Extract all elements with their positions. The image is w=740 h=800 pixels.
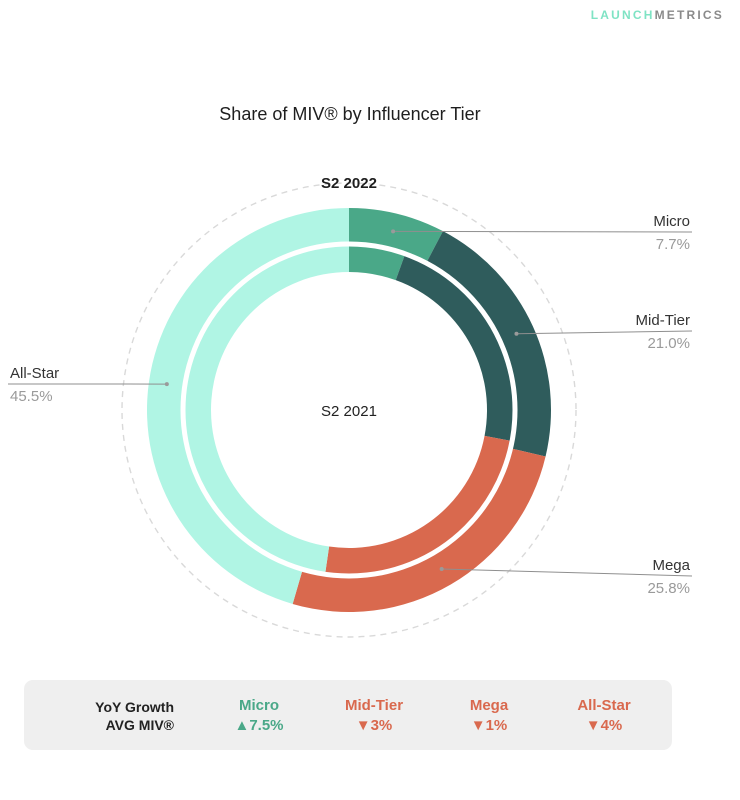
donut-chart: S2 2022 S2 2021 Micro 7.7% Mid-Tier 21.0% Mega… [7,175,693,638]
slice-label-name: Mega [652,557,690,574]
brand-logo: LAUNCHMETRICS [591,8,724,22]
leader-dot [164,382,169,387]
inner-slice-mega [325,435,512,575]
brand-part2: METRICS [654,8,724,22]
inner-slice-all-star [184,245,349,574]
leader-line-mega [441,568,693,577]
leader-line-micro [393,230,693,233]
leader-dot [391,229,396,234]
legend-val: 7.5% [249,717,284,734]
legend-title-line1: YoY Growth [95,699,174,715]
legend-item-micro: Micro ▲7.5% [214,696,304,736]
legend-val: 4% [600,717,623,734]
slice-label-name: Micro [653,213,690,230]
inner-slice-mid-tier [395,254,514,441]
inner-ring-label: S2 2021 [321,403,377,420]
legend-cat: Mid-Tier [344,697,404,714]
leader-dot [439,566,444,571]
arrow-up-icon: ▲ [234,717,250,734]
leader-line-mid-tier [516,330,693,335]
legend-item-mid-tier: Mid-Tier ▼3% [324,696,424,736]
brand-part1: LAUNCH [590,8,655,22]
legend-val: 1% [485,717,508,734]
legend-cat: Micro [238,697,279,714]
legend-val: 3% [370,717,393,734]
slice-label-pct: 45.5% [10,388,53,405]
yoy-growth-legend: YoY Growth AVG MIV® Micro ▲7.5% Mid-Tier… [24,680,672,750]
ring-separator [180,241,518,579]
outer-slice-mega [292,448,546,612]
arrow-down-icon: ▼ [355,717,371,734]
slice-label-pct: 7.7% [656,236,690,253]
legend-item-all-star: All-Star ▼4% [554,696,654,736]
slice-label-pct: 25.8% [647,580,690,597]
legend-cat: Mega [469,697,509,714]
leader-dot [514,331,519,336]
outer-slice-all-star [147,208,349,604]
outer-ring-label: S2 2022 [321,175,377,192]
outer-slice-mid-tier [426,231,551,457]
slice-label-name: All-Star [10,365,59,382]
arrow-down-icon: ▼ [470,717,486,734]
legend-cat: All-Star [577,697,631,714]
inner-slice-micro [349,245,405,281]
dashed-guide-ring [121,182,577,638]
chart-title: Share of MIV® by Influencer Tier [219,104,481,124]
outer-slice-micro [349,208,443,263]
legend-title: YoY Growth AVG MIV® [64,698,174,734]
slice-label-name: Mid-Tier [636,312,690,329]
legend-item-mega: Mega ▼1% [444,696,534,736]
slice-label-pct: 21.0% [647,335,690,352]
legend-title-line2: AVG MIV® [105,717,174,733]
arrow-down-icon: ▼ [585,717,601,734]
